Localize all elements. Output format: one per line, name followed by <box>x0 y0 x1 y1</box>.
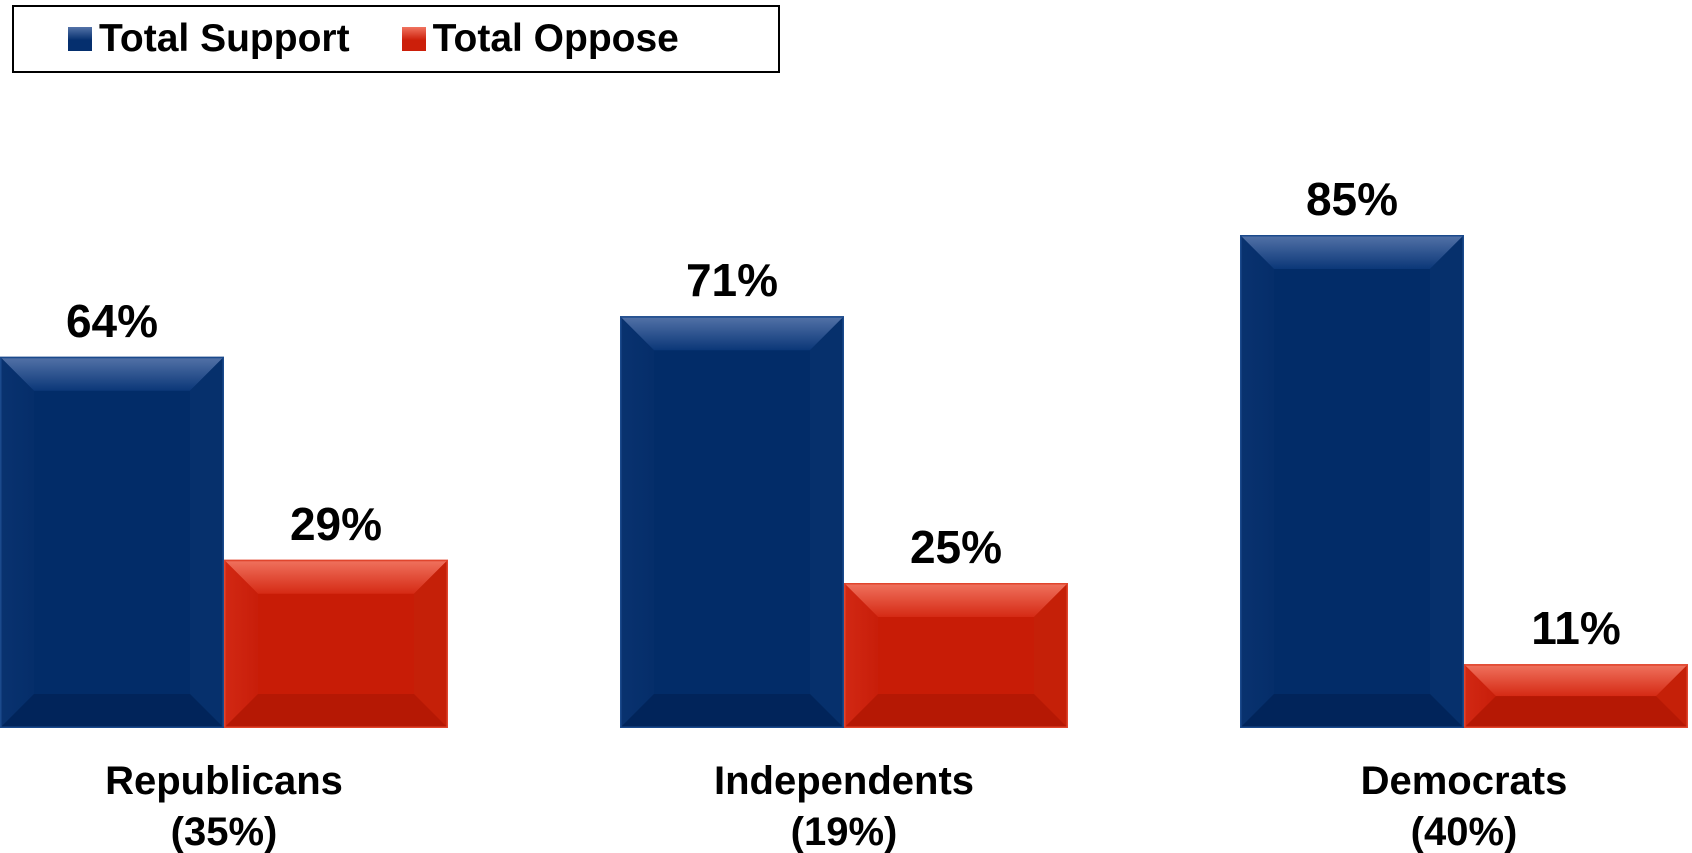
bar-support-republicans <box>0 356 224 728</box>
category-label-independents: Independents (19%) <box>714 759 974 853</box>
data-label-support-republicans: 64% <box>66 295 158 347</box>
bar-support-independents <box>620 316 844 728</box>
data-label-support-independents: 71% <box>686 254 778 306</box>
bar-oppose-republicans <box>224 559 448 728</box>
legend-swatch-support <box>68 27 92 51</box>
legend-entry-support: Total Support <box>68 17 350 61</box>
category-label-democrats: Democrats (40%) <box>1361 759 1568 853</box>
bar-support-democrats <box>1240 235 1464 728</box>
legend-entry-oppose: Total Oppose <box>401 17 679 61</box>
chart-legend: Total Support Total Oppose <box>12 5 780 73</box>
legend-swatch-oppose <box>401 27 426 51</box>
data-label-oppose-republicans: 29% <box>290 498 382 550</box>
data-label-support-democrats: 85% <box>1306 173 1398 225</box>
data-label-oppose-independents: 25% <box>910 521 1002 573</box>
legend-label-support: Total Support <box>99 17 350 60</box>
bar-oppose-democrats <box>1464 664 1688 729</box>
data-label-oppose-democrats: 11% <box>1531 602 1621 654</box>
category-label-republicans: Republicans (35%) <box>105 759 343 853</box>
legend-label-oppose: Total Oppose <box>432 17 679 60</box>
bar-oppose-independents <box>844 583 1068 728</box>
